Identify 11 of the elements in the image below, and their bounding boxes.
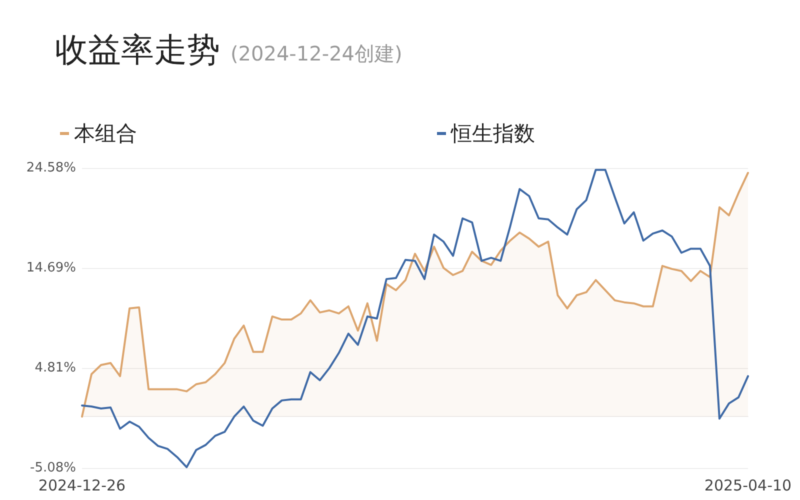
y-tick-label: 24.58% bbox=[26, 160, 76, 176]
chart-subtitle: (2024-12-24创建) bbox=[230, 42, 402, 66]
legend-label: 本组合 bbox=[74, 122, 137, 146]
legend-label: 恒生指数 bbox=[450, 122, 535, 146]
y-tick-label: 4.81% bbox=[34, 360, 76, 376]
y-tick-label: 14.69% bbox=[26, 260, 76, 276]
line-series bbox=[81, 168, 749, 468]
y-tick-label: -5.08% bbox=[30, 460, 76, 476]
x-tick-label: 2025-04-10 bbox=[704, 476, 792, 494]
x-tick-label: 2024-12-26 bbox=[38, 476, 126, 494]
chart-title: 收益率走势 bbox=[55, 30, 230, 69]
